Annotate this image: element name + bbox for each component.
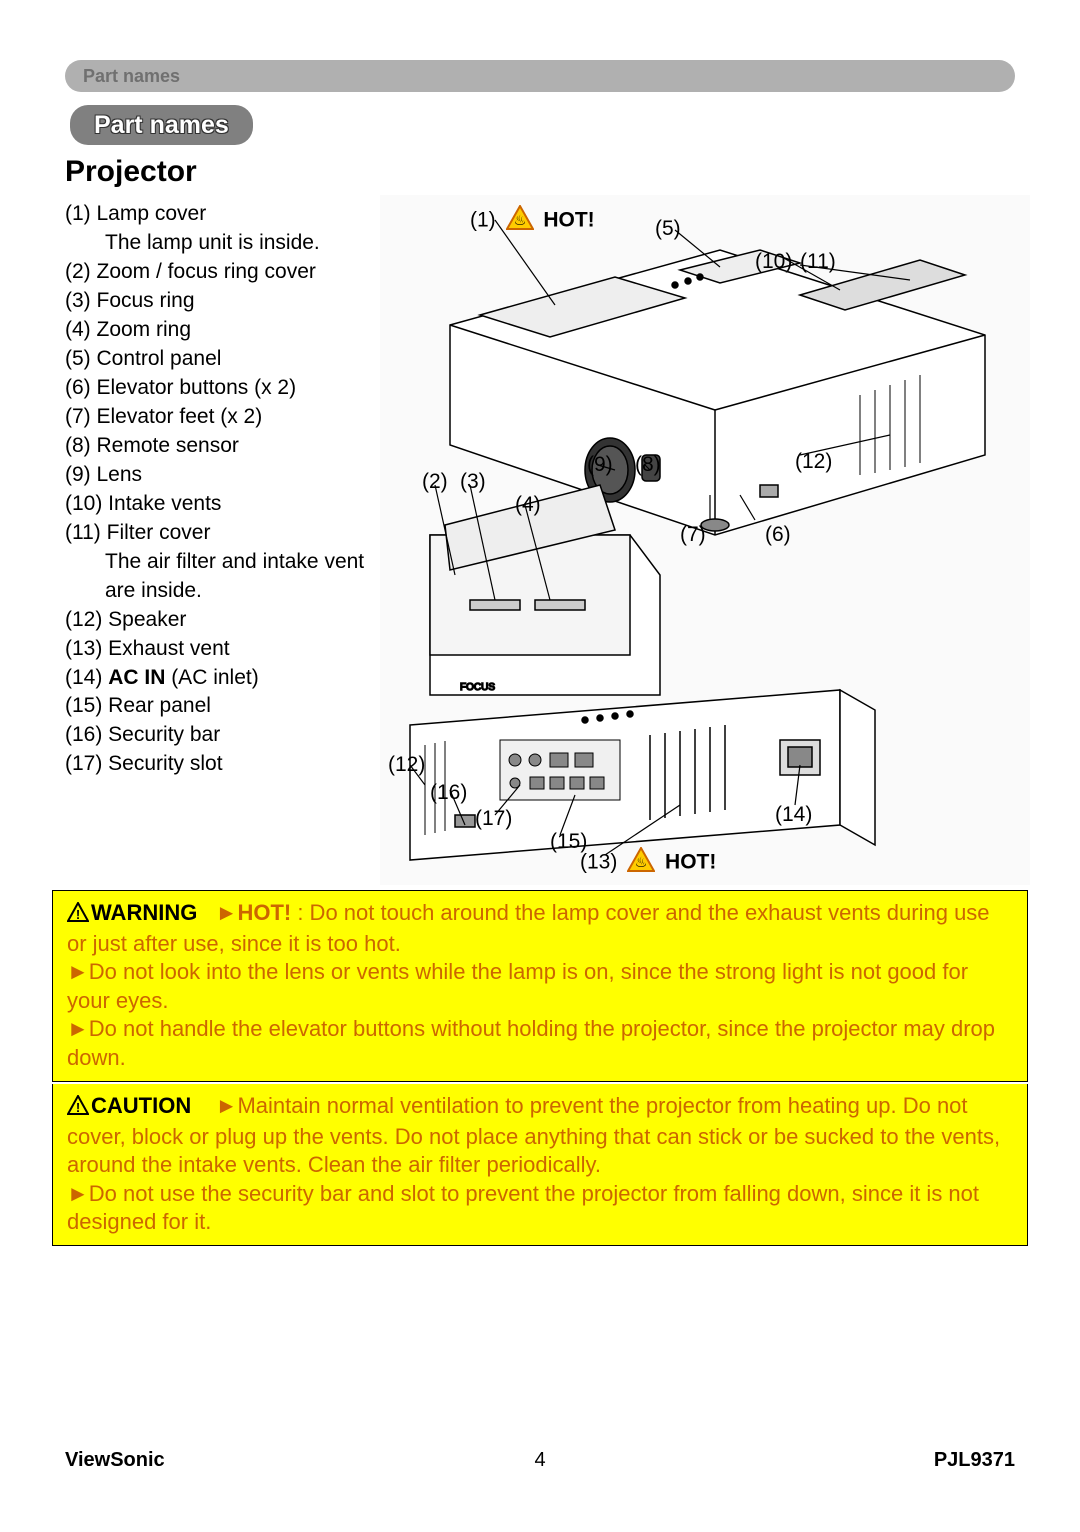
section-pill-label: Part names (94, 111, 229, 140)
warning-hot: HOT! (237, 900, 291, 925)
callout-4: (4) (515, 493, 541, 517)
arrow-icon: ► (67, 1016, 89, 1041)
caution-text: Do not use the security bar and slot to … (67, 1181, 979, 1235)
warning-label: WARNING (91, 900, 197, 925)
svg-text:FOCUS: FOCUS (460, 682, 495, 693)
callout-12b: (12) (388, 753, 425, 777)
callout-11: (11) (800, 250, 836, 274)
caution-label: CAUTION (91, 1093, 191, 1118)
part-text: (AC inlet) (165, 666, 258, 689)
callout-17: (17) (475, 807, 512, 831)
section-title: Projector (65, 155, 197, 189)
caution-box: ! CAUTION ►Maintain normal ventilation t… (52, 1084, 1028, 1246)
hot-label: HOT! (543, 209, 594, 232)
warning-box: ! WARNING ►HOT! : Do not touch around th… (52, 890, 1028, 1082)
warning-text: : Do not touch around the lamp cover and… (67, 900, 990, 956)
hot-icon: ♨ (627, 847, 655, 879)
arrow-icon: ► (216, 1093, 238, 1118)
callout-2: (2) (422, 470, 448, 494)
warning-text: Do not handle the elevator buttons witho… (67, 1016, 995, 1070)
callout-12a: (12) (795, 450, 832, 474)
callout-num: (13) (580, 851, 617, 874)
callout-13: (13) ♨ HOT! (580, 847, 716, 879)
hot-icon: ♨ (506, 205, 534, 237)
arrow-icon: ► (216, 900, 238, 925)
part-bold: AC IN (108, 666, 165, 689)
svg-text:♨: ♨ (635, 854, 648, 870)
svg-text:!: ! (76, 1100, 80, 1115)
callout-16: (16) (430, 781, 467, 805)
hot-label: HOT! (665, 851, 716, 874)
callout-1: (1) ♨ HOT! (470, 205, 595, 237)
arrow-icon: ► (67, 1181, 89, 1206)
callout-10: (10) (755, 250, 792, 274)
svg-text:♨: ♨ (513, 212, 526, 228)
callout-6: (6) (765, 523, 791, 547)
callout-5: (5) (655, 217, 681, 241)
callout-14: (14) (775, 803, 812, 827)
svg-text:!: ! (76, 907, 80, 922)
footer-model: PJL9371 (934, 1449, 1015, 1472)
callout-9: (9) (587, 453, 613, 477)
callout-3: (3) (460, 470, 486, 494)
arrow-icon: ► (67, 959, 89, 984)
breadcrumb-text: Part names (83, 66, 180, 87)
projector-diagram: FOCUS (380, 195, 1030, 885)
callout-7: (7) (680, 523, 706, 547)
caution-triangle-icon: ! (67, 1094, 89, 1123)
section-pill: Part names (70, 105, 253, 145)
callout-num: (1) (470, 209, 496, 232)
part-text: (14) (65, 666, 108, 689)
callout-8: (8) (635, 453, 661, 477)
warning-text: Do not look into the lens or vents while… (67, 959, 968, 1013)
footer-page: 4 (0, 1449, 1080, 1472)
breadcrumb-bar: Part names (65, 60, 1015, 92)
warning-triangle-icon: ! (67, 901, 89, 930)
caution-text: Maintain normal ventilation to prevent t… (67, 1093, 1000, 1177)
